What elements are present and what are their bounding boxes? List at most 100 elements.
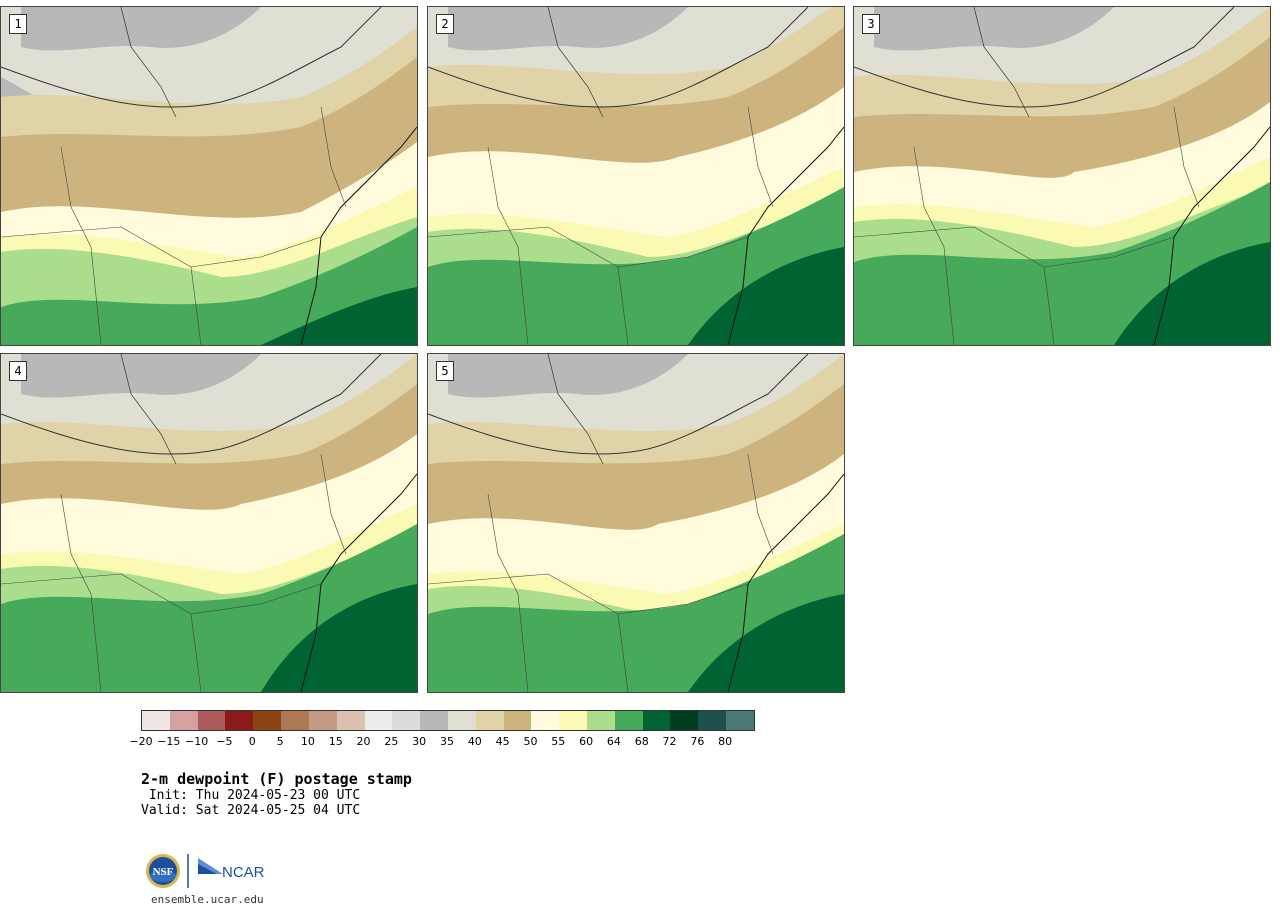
colorbar-swatches: [141, 710, 755, 731]
svg-text:NCAR: NCAR: [222, 864, 265, 881]
colorbar-tick-label: 30: [412, 735, 427, 748]
very-dry-region: [448, 354, 688, 398]
colorbar-swatch: [308, 711, 337, 730]
boundary-line: [300, 473, 417, 692]
colorbar-tick-label: −5: [216, 735, 233, 748]
colorbar-swatch: [559, 711, 587, 730]
panel-label: 2: [436, 14, 454, 34]
colorbar-tick-label: 0: [248, 735, 256, 748]
colorbar-swatch: [169, 711, 198, 730]
colorbar-tick-label: 60: [579, 735, 594, 748]
colorbar-swatch: [142, 711, 170, 730]
boundary-line: [727, 126, 844, 345]
boundary-line: [547, 354, 604, 465]
colorbar-swatch: [197, 711, 226, 730]
dewpoint-map: [1, 354, 417, 692]
boundary-line: [190, 266, 202, 345]
very-dry-region: [21, 7, 261, 51]
colorbar-tick-label: 25: [384, 735, 399, 748]
boundary-line: [320, 106, 347, 208]
boundary-line: [60, 146, 102, 345]
colorbar-tick-label: 15: [328, 735, 343, 748]
colorbar-swatch: [670, 711, 699, 730]
colorbar-tick-label: −20: [129, 735, 153, 748]
chart-title: 2-m dewpoint (F) postage stamp: [141, 770, 412, 788]
colorbar-swatch: [503, 711, 532, 730]
colorbar-tick-label: 50: [523, 735, 538, 748]
boundary-line: [487, 146, 529, 345]
colorbar-swatch: [698, 711, 727, 730]
very-dry-region: [448, 7, 688, 51]
colorbar: −20 −15 −10 −5 0 5 10 15 20 25 30 35 40 45 50 55 60 64 68 7…: [129, 710, 755, 749]
colorbar-tick-label: 40: [467, 735, 482, 748]
boundary-line: [428, 7, 809, 108]
boundary-line: [1, 354, 382, 455]
colorbar-tick-label: 72: [662, 735, 677, 748]
boundary-line: [547, 7, 604, 118]
colorbar-swatch: [225, 711, 254, 730]
boundary-line: [1, 7, 382, 108]
website-url: ensemble.ucar.edu: [151, 893, 264, 906]
colorbar-swatch: [587, 711, 615, 730]
colorbar-tick-label: 80: [718, 735, 733, 748]
boundary-line: [747, 453, 774, 555]
dewpoint-map: [854, 7, 1270, 345]
panel-label: 5: [436, 361, 454, 381]
nsf-logo-icon: NSF: [146, 854, 180, 888]
boundary-line: [617, 613, 629, 692]
colorbar-swatch: [281, 711, 309, 730]
boundary-line: [1043, 266, 1055, 345]
boundary-line: [1173, 106, 1200, 208]
dewpoint-band-68: [1114, 242, 1270, 345]
dewpoint-band-68: [688, 247, 844, 345]
forecast-panel-1: 1: [0, 6, 418, 346]
ncar-logo-icon: NCAR: [198, 858, 265, 881]
forecast-panel-3: 3: [853, 6, 1271, 346]
very-dry-region: [874, 7, 1114, 51]
colorbar-tick-label: −15: [157, 735, 181, 748]
colorbar-swatch: [336, 711, 365, 730]
panel-label: 4: [9, 361, 27, 381]
colorbar-tick-label: 5: [276, 735, 284, 748]
svg-text:NSF: NSF: [153, 866, 174, 878]
colorbar-swatch: [447, 711, 476, 730]
dewpoint-map: [1, 7, 417, 345]
boundary-line: [190, 613, 202, 692]
colorbar-tick-label: 10: [300, 735, 315, 748]
dewpoint-band-68: [688, 594, 844, 692]
colorbar-tick-label: 68: [634, 735, 649, 748]
dewpoint-band-68: [261, 287, 417, 345]
boundary-line: [320, 453, 347, 555]
forecast-panel-2: 2: [427, 6, 845, 346]
panel-label: 1: [9, 14, 27, 34]
colorbar-tick-label: 55: [551, 735, 566, 748]
forecast-panel-4: 4: [0, 353, 418, 693]
colorbar-swatch: [364, 711, 393, 730]
very-dry-region: [21, 354, 261, 398]
colorbar-swatch: [531, 711, 560, 730]
colorbar-swatch: [614, 711, 643, 730]
colorbar-tick-label: 76: [690, 735, 705, 748]
boundary-line: [60, 493, 102, 692]
colorbar-swatch: [253, 711, 282, 730]
logos: NSF NCAR: [146, 854, 265, 888]
boundary-line: [913, 146, 955, 345]
init-time: Init: Thu 2024-05-23 00 UTC: [141, 788, 361, 803]
run-info: Init: Thu 2024-05-23 00 UTC Valid: Sat 20…: [141, 788, 360, 818]
boundary-line: [617, 266, 629, 345]
boundary-line: [1153, 126, 1270, 345]
boundary-line: [727, 473, 844, 692]
colorbar-tick-label: 35: [440, 735, 454, 748]
boundary-line: [487, 493, 529, 692]
boundary-line: [120, 354, 177, 465]
boundary-line: [973, 7, 1030, 118]
boundary-line: [120, 7, 177, 118]
forecast-panel-5: 5: [427, 353, 845, 693]
dewpoint-map: [428, 7, 844, 345]
dewpoint-map: [428, 354, 844, 692]
colorbar-swatch: [392, 711, 421, 730]
dewpoint-band-64: [1, 227, 417, 345]
boundary-line: [300, 126, 417, 345]
boundary-line: [854, 7, 1235, 108]
colorbar-swatch: [726, 711, 754, 730]
